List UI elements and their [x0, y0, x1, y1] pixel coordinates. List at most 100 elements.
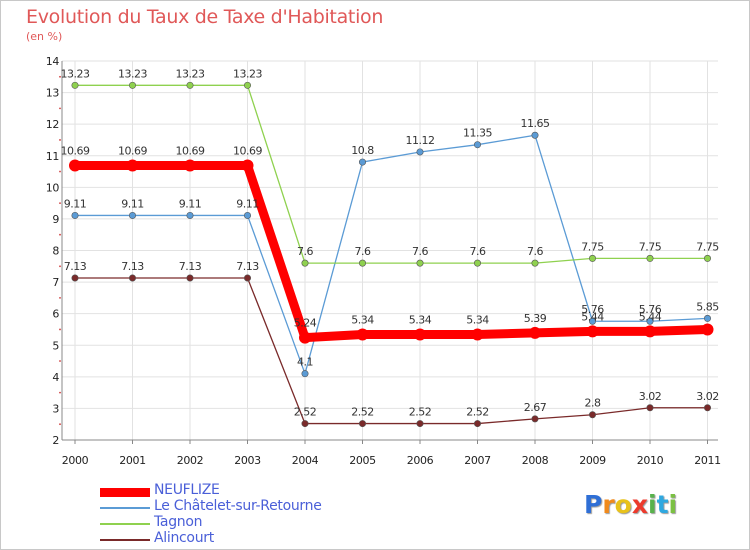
- data-point-tagnon: [416, 259, 424, 267]
- data-point-tagnon: [186, 81, 194, 89]
- data-label-tagnon: 13.23: [176, 67, 205, 80]
- data-label-tagnon: 7.75: [581, 240, 604, 253]
- data-label-alincourt: 2.52: [351, 406, 374, 419]
- data-point-alincourt: [416, 420, 424, 428]
- data-label-le-chatelet-sur-retourne: 11.35: [463, 127, 492, 140]
- data-label-neuflize: 5.39: [524, 312, 547, 325]
- legend-label: NEUFLIZE: [154, 482, 220, 498]
- data-point-alincourt: [358, 420, 366, 428]
- data-label-le-chatelet-sur-retourne: 5.85: [696, 300, 719, 313]
- data-point-neuflize: [586, 325, 599, 338]
- data-point-tagnon: [473, 259, 481, 267]
- data-point-tagnon: [129, 81, 137, 89]
- data-point-neuflize: [356, 328, 369, 341]
- data-point-le-chatelet-sur-retourne: [646, 317, 654, 325]
- y-tick-label: 11: [46, 150, 59, 163]
- x-tick-label: 2011: [694, 454, 720, 467]
- x-tick-label: 2002: [177, 454, 203, 467]
- data-point-alincourt: [301, 420, 309, 428]
- proxiti-logo: Proxiti: [584, 490, 677, 519]
- x-tick-label: 2010: [637, 454, 664, 467]
- data-point-neuflize: [529, 326, 541, 339]
- series-line-neuflize: [70, 161, 712, 343]
- data-label-neuflize: 5.34: [466, 314, 489, 327]
- data-label-tagnon: 13.23: [233, 67, 262, 80]
- data-label-neuflize: 5.34: [351, 314, 374, 327]
- x-tick-label: 2000: [62, 454, 89, 467]
- data-point-neuflize: [241, 159, 254, 172]
- y-minor-tick: [59, 265, 61, 268]
- data-point-tagnon: [301, 259, 309, 267]
- y-tick-label: 12: [46, 118, 59, 131]
- chart-subtitle: (en %): [26, 30, 63, 43]
- data-point-le-chatelet-sur-retourne: [473, 141, 481, 149]
- data-point-le-chatelet-sur-retourne: [703, 314, 711, 322]
- data-label-le-chatelet-sur-retourne: 4.1: [297, 356, 313, 369]
- y-minor-tick: [59, 233, 61, 236]
- data-label-le-chatelet-sur-retourne: 9.11: [64, 197, 87, 210]
- y-minor-tick: [59, 423, 61, 426]
- logo-letter: o: [614, 490, 632, 519]
- y-minor-tick: [59, 75, 61, 78]
- data-point-le-chatelet-sur-retourne: [588, 317, 596, 325]
- data-label-alincourt: 7.13: [179, 260, 202, 273]
- data-point-neuflize: [299, 331, 311, 344]
- data-label-tagnon: 7.6: [527, 245, 543, 258]
- data-label-neuflize: 5.34: [409, 314, 432, 327]
- data-label-neuflize: 10.69: [118, 145, 147, 158]
- data-point-le-chatelet-sur-retourne: [186, 211, 194, 219]
- data-point-tagnon: [646, 254, 654, 262]
- data-label-alincourt: 2.67: [524, 401, 547, 414]
- data-point-neuflize: [414, 328, 426, 341]
- y-minor-tick: [59, 391, 61, 394]
- data-label-le-chatelet-sur-retourne: 9.11: [121, 197, 144, 210]
- legend-label: Tagnon: [154, 514, 203, 530]
- data-point-le-chatelet-sur-retourne: [416, 148, 424, 156]
- data-point-le-chatelet-sur-retourne: [301, 370, 309, 378]
- series-line-le-chatelet-sur-retourne: [74, 134, 709, 375]
- data-label-alincourt: 2.52: [294, 406, 317, 419]
- data-point-neuflize: [644, 325, 656, 338]
- y-minor-tick: [59, 328, 61, 331]
- data-label-tagnon: 7.6: [470, 245, 486, 258]
- y-tick-label: 9: [52, 213, 59, 226]
- data-label-le-chatelet-sur-retourne: 9.11: [179, 197, 202, 210]
- x-tick-label: 2009: [579, 454, 606, 467]
- data-point-neuflize: [471, 328, 484, 341]
- data-label-alincourt: 2.52: [466, 406, 489, 419]
- legend-swatch: [100, 507, 150, 509]
- data-point-neuflize: [69, 159, 81, 172]
- data-point-tagnon: [703, 254, 711, 262]
- data-label-le-chatelet-sur-retourne: 11.12: [406, 134, 435, 147]
- legend-label: Alincourt: [154, 530, 214, 546]
- logo-letter: i: [668, 490, 678, 519]
- data-label-neuflize: 5.44: [581, 310, 604, 323]
- legend-label: Le Châtelet-sur-Retourne: [154, 498, 322, 514]
- data-point-alincourt: [588, 411, 596, 419]
- data-label-alincourt: 2.52: [409, 406, 432, 419]
- data-label-tagnon: 13.23: [61, 67, 90, 80]
- data-label-tagnon: 7.75: [639, 240, 662, 253]
- x-tick-label: 2005: [349, 454, 376, 467]
- data-point-le-chatelet-sur-retourne: [244, 211, 252, 219]
- data-label-alincourt: 7.13: [236, 260, 259, 273]
- y-tick-label: 7: [52, 276, 59, 289]
- logo-letter: P: [584, 490, 603, 519]
- data-label-le-chatelet-sur-retourne: 10.8: [351, 144, 374, 157]
- y-minor-tick: [59, 296, 61, 299]
- data-point-alincourt: [71, 274, 79, 282]
- y-tick-label: 3: [52, 402, 59, 415]
- data-point-alincourt: [129, 274, 137, 282]
- data-label-le-chatelet-sur-retourne: 5.76: [581, 303, 604, 316]
- y-tick-label: 6: [52, 308, 59, 321]
- data-label-alincourt: 7.13: [121, 260, 144, 273]
- data-point-le-chatelet-sur-retourne: [358, 158, 366, 166]
- y-tick-label: 14: [46, 55, 60, 68]
- data-point-neuflize: [126, 159, 139, 172]
- y-tick-label: 13: [46, 87, 60, 100]
- data-label-neuflize: 5.24: [294, 317, 317, 330]
- data-label-neuflize: 10.69: [61, 145, 90, 158]
- data-label-neuflize: 10.69: [233, 145, 262, 158]
- chart-title: Evolution du Taux de Taxe d'Habitation: [26, 6, 384, 28]
- data-point-alincourt: [186, 274, 194, 282]
